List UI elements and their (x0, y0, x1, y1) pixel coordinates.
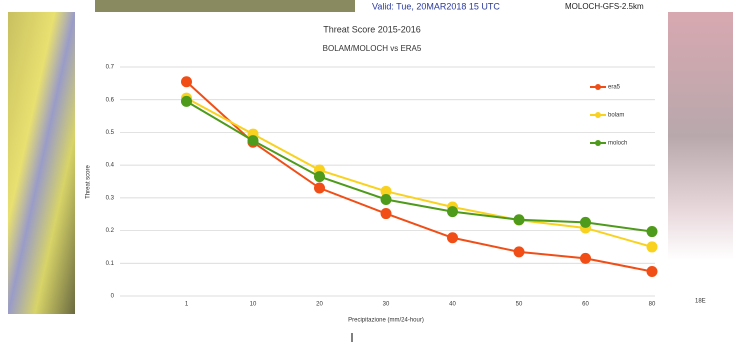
x-tick-label: 30 (383, 302, 390, 308)
data-point (647, 241, 658, 252)
screenshot: Valid: Tue, 20MAR2018 15 UTC MOLOCH-GFS-… (0, 0, 733, 342)
top-image-strip (95, 0, 355, 12)
y-tick-label: 0.1 (106, 261, 115, 267)
data-point (514, 246, 525, 257)
data-point (314, 183, 325, 194)
header-text: MOLOCH-GFS-2.5km (565, 2, 644, 11)
x-tick-label: 60 (582, 302, 589, 308)
legend-marker (595, 84, 601, 90)
y-tick-label: 0.6 (106, 97, 115, 103)
chart-subtitle: BOLAM/MOLOCH vs ERA5 (323, 44, 422, 53)
chart-area (75, 14, 668, 340)
y-axis-label: Threat score (86, 165, 92, 199)
data-point (381, 194, 392, 205)
chart-title: Threat Score 2015-2016 (323, 24, 421, 34)
data-point (647, 226, 658, 237)
data-point (447, 206, 458, 217)
y-tick-label: 0.7 (106, 65, 115, 71)
data-point (447, 232, 458, 243)
header-text: Valid: Tue, 20MAR2018 15 UTC (372, 1, 500, 11)
data-point (580, 253, 591, 264)
legend-marker (595, 112, 601, 118)
legend-marker (595, 140, 601, 146)
data-point (314, 171, 325, 182)
data-point (181, 76, 192, 87)
legend-label: era5 (608, 85, 621, 91)
data-point (647, 266, 658, 277)
satellite-image (8, 12, 75, 314)
y-tick-label: 0.4 (106, 163, 115, 169)
data-point (580, 217, 591, 228)
legend-label: moloch (608, 141, 627, 147)
data-point (381, 208, 392, 219)
y-tick-label: 0.2 (106, 228, 115, 234)
x-tick-label: 80 (649, 302, 656, 308)
map-label: 18E (695, 299, 706, 305)
x-tick-label: 10 (250, 302, 257, 308)
radar-image (668, 12, 733, 260)
x-tick-label: 40 (449, 302, 456, 308)
x-tick-label: 20 (316, 302, 323, 308)
data-point (514, 214, 525, 225)
legend-label: bolam (608, 113, 624, 119)
y-tick-label: 0.5 (106, 130, 115, 136)
data-point (181, 96, 192, 107)
y-tick-label: 0.3 (106, 195, 115, 201)
x-axis-label: Precipitazione (mm/24-hour) (348, 318, 424, 324)
x-tick-label: 50 (516, 302, 523, 308)
data-point (248, 135, 259, 146)
